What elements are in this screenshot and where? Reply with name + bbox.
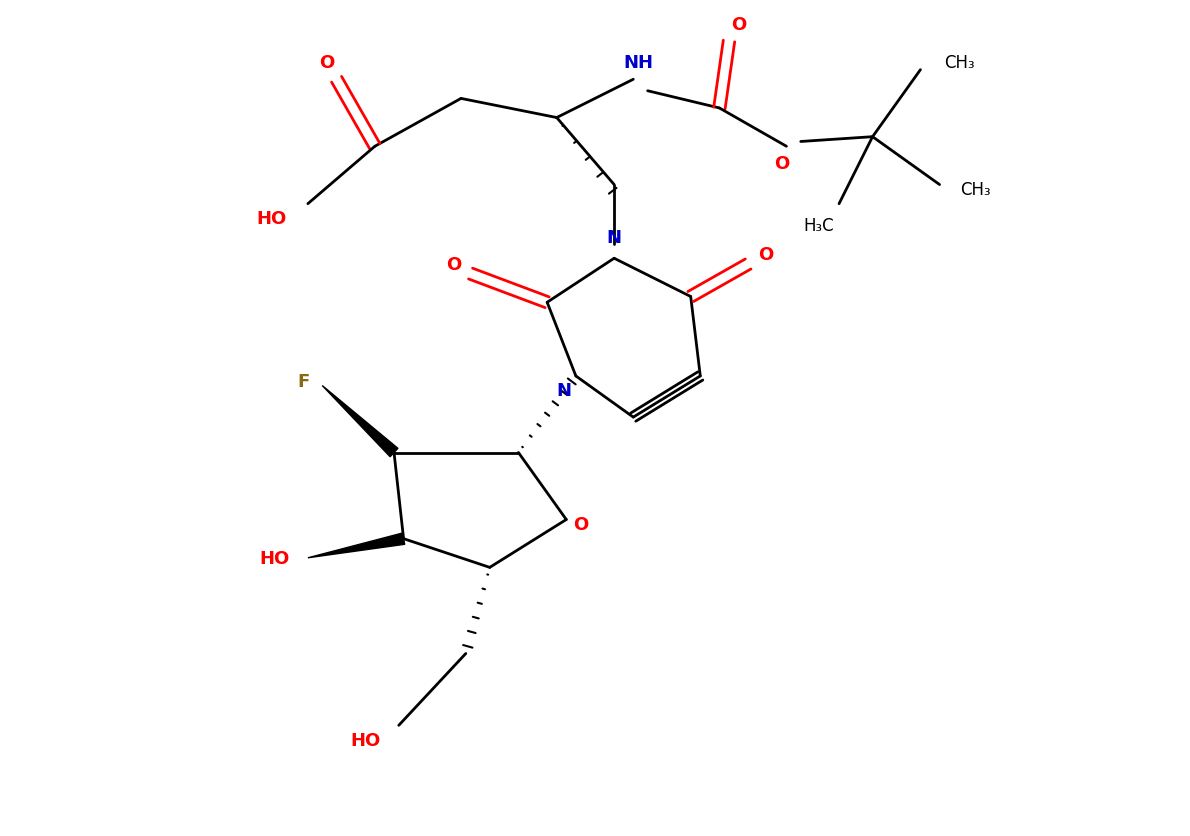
Polygon shape	[322, 386, 397, 457]
Text: O: O	[446, 256, 461, 273]
Polygon shape	[308, 533, 405, 558]
Text: NH: NH	[624, 54, 653, 72]
Text: O: O	[731, 16, 746, 33]
Text: O: O	[774, 155, 789, 173]
Text: HO: HO	[350, 731, 381, 749]
Text: CH₃: CH₃	[960, 181, 991, 199]
Text: F: F	[298, 372, 309, 390]
Text: HO: HO	[256, 210, 287, 227]
Text: N: N	[557, 382, 572, 400]
Text: N: N	[607, 229, 621, 247]
Text: O: O	[574, 516, 588, 533]
Text: H₃C: H₃C	[803, 217, 834, 234]
Text: HO: HO	[259, 549, 289, 567]
Text: CH₃: CH₃	[945, 54, 975, 72]
Text: O: O	[758, 246, 774, 264]
Text: O: O	[319, 54, 334, 72]
